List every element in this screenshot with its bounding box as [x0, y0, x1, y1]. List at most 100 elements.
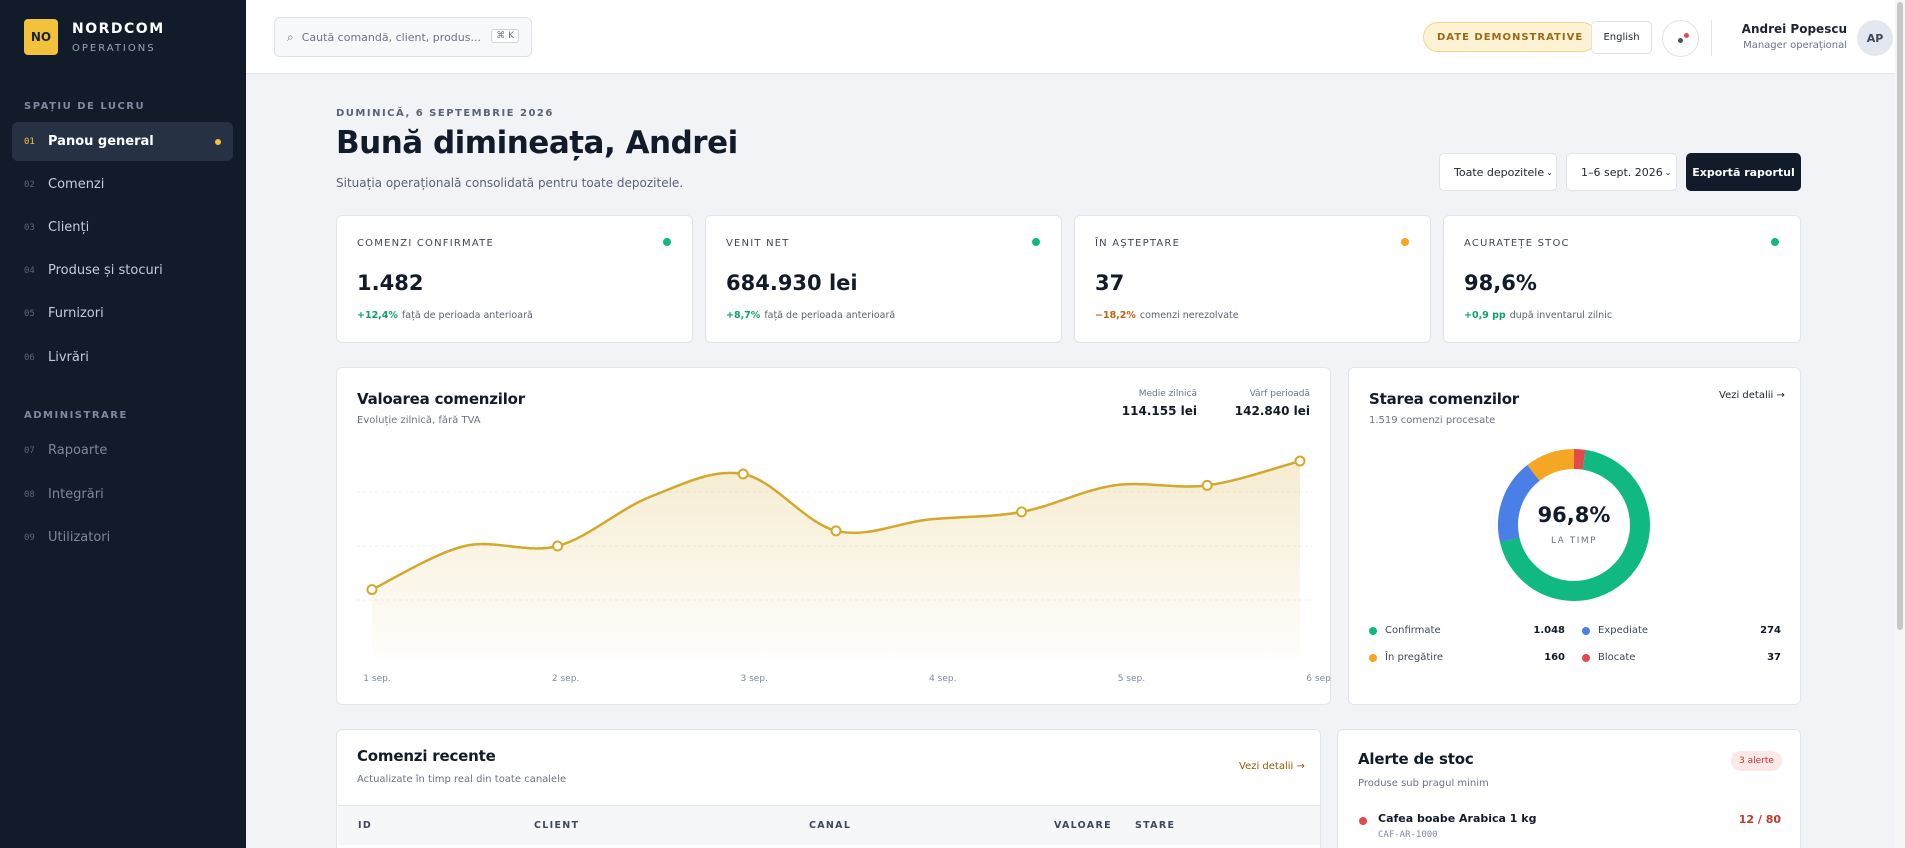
column-header-client[interactable]: CLIENT	[534, 820, 580, 831]
data-point[interactable]	[737, 468, 749, 480]
daily-average-label: Medie zilnică	[1138, 389, 1197, 399]
user-name[interactable]: Andrei Popescu	[1741, 22, 1847, 36]
donut-segment[interactable]	[1498, 449, 1650, 601]
kpi-label: ACURATEȚE STOC	[1464, 238, 1570, 249]
order-value-chart: 1 sep. 2 sep. 3 sep. 4 sep. 5 sep. 6 sep.	[357, 455, 1332, 684]
status-dot	[1401, 238, 1409, 246]
view-details-link[interactable]: Vezi detalii →	[1719, 390, 1785, 401]
status-dot	[1032, 238, 1040, 246]
section-workspace: SPAȚIU DE LUCRU	[24, 101, 146, 112]
warehouse-filter[interactable]: Toate depozitele ⌄	[1439, 153, 1557, 191]
sidebar-item-label: Rapoarte	[48, 443, 108, 458]
language-button[interactable]: English	[1591, 21, 1652, 54]
alert-stock-quantity: 12 / 80	[1738, 813, 1781, 826]
sidebar-item-users[interactable]: 09 Utilizatori	[12, 518, 233, 557]
user-role: Manager operațional	[1743, 40, 1847, 51]
legend-dot-shipped	[1582, 627, 1590, 635]
x-tick-label: 4 sep.	[929, 674, 956, 684]
period-filter[interactable]: 1–6 sept. 2026 ⌄	[1566, 153, 1677, 191]
page-title: Bună dimineața, Andrei	[336, 125, 738, 161]
sidebar-item-label: Livrări	[48, 350, 89, 365]
kpi-delta-value: +8,7%	[726, 310, 761, 321]
sidebar-item-suppliers[interactable]: 05 Furnizori	[12, 294, 233, 333]
keyboard-shortcut-hint: ⌘ K	[491, 29, 519, 43]
topbar: ⌕ Caută comandă, client, produs... ⌘ K D…	[246, 0, 1895, 74]
recent-orders-card: Comenzi recente Actualizate în timp real…	[336, 729, 1321, 848]
kpi-delta-value: +12,4%	[357, 310, 398, 321]
legend-dot-confirmed	[1369, 627, 1377, 635]
bell-icon	[1678, 38, 1683, 43]
card-subtitle: Produse sub pragul minim	[1358, 778, 1489, 789]
sidebar-item-label: Furnizori	[48, 306, 104, 321]
legend-value: 274	[1760, 625, 1781, 636]
nav-number: 02	[24, 179, 35, 190]
legend-value: 160	[1544, 652, 1565, 663]
kpi-delta: +12,4% față de perioada anterioară	[357, 310, 533, 321]
search-input[interactable]: ⌕ Caută comandă, client, produs... ⌘ K	[274, 17, 532, 57]
donut-segment[interactable]	[1496, 447, 1652, 603]
x-tick-label: 6 sep.	[1306, 674, 1332, 684]
data-point[interactable]	[366, 584, 378, 596]
data-point[interactable]	[1016, 506, 1028, 518]
page-scrollbar[interactable]	[1895, 0, 1905, 848]
legend-value: 1.048	[1533, 625, 1565, 636]
order-value-card: Valoarea comenzilor Evoluție zilnică, fă…	[336, 367, 1332, 705]
card-subtitle: Evoluție zilnică, fără TVA	[357, 415, 481, 426]
kpi-delta: +0,9 pp după inventarul zilnic	[1464, 310, 1612, 321]
unread-indicator	[1684, 33, 1689, 38]
avatar[interactable]: AP	[1857, 20, 1893, 56]
sidebar: NO NORDCOM OPERATIONS SPAȚIU DE LUCRU 01…	[0, 0, 246, 848]
legend-label: Expediate	[1598, 625, 1649, 636]
nav-number: 03	[24, 222, 35, 233]
kpi-value: 37	[1095, 271, 1125, 295]
sidebar-item-products[interactable]: 04 Produse și stocuri	[12, 251, 233, 290]
column-header-channel[interactable]: CANAL	[809, 820, 852, 831]
sidebar-item-label: Integrări	[48, 487, 104, 502]
sidebar-item-integrations[interactable]: 08 Integrări	[12, 475, 233, 514]
card-title: Comenzi recente	[357, 747, 496, 765]
on-time-label: LA TIMP	[1550, 536, 1598, 546]
sidebar-item-clients[interactable]: 03 Clienți	[12, 208, 233, 247]
alert-product-sku: CAF-AR-1000	[1378, 830, 1438, 840]
data-point[interactable]	[1294, 455, 1306, 467]
sidebar-item-deliveries[interactable]: 06 Livrări	[12, 338, 233, 377]
x-tick-label: 2 sep.	[552, 674, 579, 684]
nav-number: 06	[24, 352, 35, 363]
legend-dot-blocked	[1582, 654, 1590, 662]
data-point[interactable]	[1201, 479, 1213, 491]
status-dot	[1771, 238, 1779, 246]
demo-data-badge: DATE DEMONSTRATIVE	[1423, 22, 1598, 52]
column-header-id[interactable]: ID	[358, 820, 373, 831]
sidebar-item-label: Comenzi	[48, 177, 105, 192]
column-header-status[interactable]: STARE	[1135, 820, 1176, 831]
scrollbar-thumb[interactable]	[1897, 2, 1903, 630]
view-details-link[interactable]: Vezi detalii →	[1239, 761, 1305, 772]
legend-label: În pregătire	[1385, 652, 1444, 663]
period-filter-label: 1–6 sept. 2026	[1581, 165, 1663, 179]
brand-sub: OPERATIONS	[72, 42, 156, 54]
sidebar-item-reports[interactable]: 07 Rapoarte	[12, 431, 233, 470]
brand-name: NORDCOM	[72, 20, 165, 37]
notifications-button[interactable]	[1662, 20, 1699, 57]
sidebar-item-orders[interactable]: 02 Comenzi	[12, 165, 233, 204]
kpi-label: COMENZI CONFIRMATE	[357, 238, 494, 249]
kpi-value: 684.930 lei	[726, 271, 858, 295]
sidebar-item-label: Clienți	[48, 220, 90, 235]
export-report-button[interactable]: Exportă raportul	[1686, 153, 1801, 191]
x-tick-label: 5 sep.	[1118, 674, 1145, 684]
sidebar-item-overview[interactable]: 01 Panou general	[12, 122, 233, 161]
order-status-card: Starea comenzilor 1.519 comenzi procesat…	[1348, 367, 1801, 705]
card-subtitle: Actualizate în timp real din toate canal…	[357, 774, 567, 785]
data-point[interactable]	[552, 540, 564, 552]
nav-number: 04	[24, 265, 35, 276]
brand[interactable]: NO NORDCOM OPERATIONS	[24, 19, 165, 55]
legend-label: Blocate	[1598, 652, 1636, 663]
card-title: Alerte de stoc	[1358, 750, 1474, 768]
alert-product-name[interactable]: Cafea boabe Arabica 1 kg	[1378, 812, 1537, 825]
chevron-down-icon: ⌄	[1546, 167, 1553, 177]
column-header-value[interactable]: VALOARE	[1054, 820, 1112, 831]
kpi-delta-note: față de perioada anterioară	[401, 310, 533, 321]
section-admin: ADMINISTRARE	[24, 410, 128, 421]
data-point[interactable]	[830, 525, 842, 537]
kpi-value: 1.482	[357, 271, 424, 295]
